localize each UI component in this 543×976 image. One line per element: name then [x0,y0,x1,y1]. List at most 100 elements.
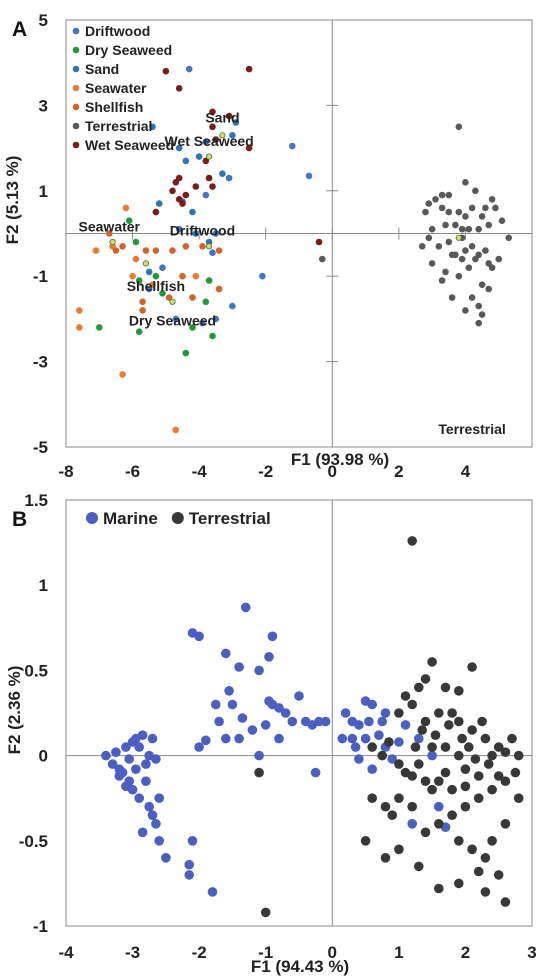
data-point [507,733,517,744]
data-point [442,268,449,276]
data-point [137,827,148,838]
data-point [407,771,418,781]
data-point [438,191,446,199]
data-point [139,298,146,306]
x-tick-label: 1 [394,943,403,962]
y-axis-label-b: F2 (2.36 %) [5,666,24,755]
x-tick-label: 4 [461,462,471,481]
data-point [106,230,113,237]
data-point [141,759,151,769]
data-point [135,328,143,336]
data-point [114,771,125,781]
y-tick-label: 0.5 [24,661,48,680]
data-point [209,249,216,256]
data-point [232,119,240,126]
series-seawater-a [76,204,200,434]
data-point [493,870,504,880]
data-point [455,208,463,216]
data-point [121,742,131,752]
data-point [287,716,298,727]
data-point [142,247,150,254]
data-point [400,691,411,701]
data-point [394,737,404,747]
y-tick-label: 1 [39,182,48,201]
data-point [141,776,151,786]
data-point [119,371,126,378]
data-point [414,733,424,744]
data-point [125,217,133,224]
data-point [410,742,421,752]
data-point [219,132,226,139]
data-point [434,819,444,829]
data-point [152,208,160,216]
data-point [132,238,140,246]
data-point [199,243,206,250]
data-point [394,708,404,718]
data-point [467,662,477,672]
data-point [455,272,463,280]
data-point [454,686,464,696]
data-point [182,191,190,199]
x-tick-label: 2 [394,462,403,481]
data-point [427,750,437,761]
data-point [111,747,121,757]
data-point [267,631,278,642]
data-point [225,174,233,182]
series-wet-seaweed-a [152,65,323,246]
data-point [172,426,180,434]
series-sand-a [145,119,240,276]
data-point [465,264,473,272]
data-point [254,750,264,761]
data-point [420,776,431,786]
data-point [487,784,497,795]
data-point [387,810,398,820]
data-point [367,764,378,774]
data-point [192,230,200,237]
annotation-dry-seaweed: Dry Seaweed [129,312,216,328]
x-tick-label: 3 [527,943,536,962]
data-point [473,866,484,877]
data-point [135,277,143,284]
series-terrestrial-b [254,536,524,918]
y-tick-label: 1.5 [24,491,48,510]
data-point [462,247,469,254]
data-point [229,132,236,139]
y-tick-label: 3 [39,96,48,115]
data-point [400,720,411,730]
data-point [447,708,457,718]
data-point [289,142,296,150]
data-point [229,302,236,310]
data-point [510,767,521,778]
data-point [184,870,194,880]
data-point [427,657,437,667]
data-point [367,742,378,752]
data-point [207,887,218,897]
annotation-driftwood: Driftwood [170,223,235,239]
data-point [225,112,233,120]
data-point [137,730,148,740]
data-point [440,767,451,778]
data-point [460,764,471,774]
data-point [92,247,100,254]
y-tick-label: 1 [39,576,48,595]
data-point [350,742,361,752]
data-point [438,204,446,212]
data-point [260,720,271,730]
data-point [407,801,418,812]
data-point [495,255,503,263]
data-point [202,138,210,145]
data-point [454,750,464,761]
x-tick-label: -2 [192,943,207,962]
data-point [478,213,486,220]
panel-label-b: B [12,508,27,531]
data-point [394,793,404,803]
data-point [458,255,466,263]
data-point [513,793,524,803]
data-point [428,260,436,267]
data-point [420,674,431,684]
data-point [184,859,194,870]
y-tick-label: -1 [33,917,48,936]
data-point [454,716,464,727]
data-point [487,750,497,761]
data-point [447,784,457,795]
